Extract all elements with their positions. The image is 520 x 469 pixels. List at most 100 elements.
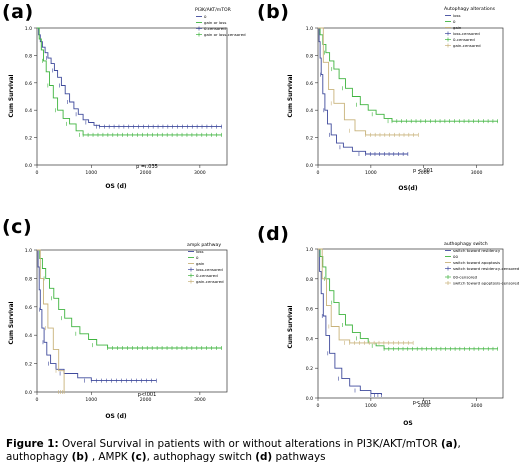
km-curve-gain [37, 249, 65, 392]
legend-label: gain or loss [204, 20, 226, 25]
legend-label: 0-censored [204, 26, 226, 31]
y-tick-label: 0.2 [25, 362, 32, 368]
y-tick-label: 1.0 [306, 26, 313, 32]
legend-label: gain or loss-censored [204, 32, 246, 37]
legend-title: PI3K/AKT/mTOR [195, 7, 232, 13]
y-tick-label: 0.0 [306, 163, 313, 169]
y-tick-label: 0.4 [306, 108, 313, 114]
km-chart-a: 0.0 0.2 0.4 0.6 0.8 1.0 0 1000 2000 3000 Cum Survi… [9, 7, 246, 190]
caption-text-4: , authophagy switch [146, 451, 256, 463]
legend-label: switch toward residency-censored [453, 266, 520, 271]
legend-label: loss-censored [453, 31, 480, 36]
km-curve-loss [318, 27, 408, 155]
plot-frame [36, 27, 228, 166]
x-tick-label: 1000 [85, 397, 97, 403]
km-chart-b: 0.0 0.2 0.4 0.6 0.8 1.0 0 1000 2000 3000 Cum Survi… [288, 6, 504, 192]
legend: ampk pathwayloss0gainloss-censored0-cens… [187, 242, 224, 284]
legend-label: gain-censored [196, 279, 224, 284]
x-tick-label: 2000 [418, 403, 430, 409]
y-tick-label: 0.2 [306, 136, 313, 142]
legend-label: switch toward apoptosis-censored [453, 281, 520, 286]
x-axis-label: OS [403, 420, 412, 427]
x-tick-label: 0 [317, 170, 320, 176]
x-axis-label: OS (d) [105, 413, 127, 420]
legend-label: 0 [196, 255, 199, 260]
caption-ref-b: (b) [71, 451, 89, 463]
x-tick-label: 0 [36, 397, 39, 403]
y-tick-label: 0.4 [306, 336, 313, 342]
y-tick-label: 0.4 [25, 333, 32, 339]
legend-label: 0 [453, 19, 456, 24]
x-axis-label: OS(d) [398, 185, 417, 192]
y-axis-label: Cum Survival [9, 74, 15, 117]
plot-frame [317, 248, 504, 399]
y-tick-label: 0.0 [25, 390, 32, 396]
legend-label: 0 [204, 14, 207, 19]
km-curve-switch-toward-apoptosis [318, 248, 414, 344]
legend-label: switch toward apoptosis [453, 260, 500, 265]
km-curve-gain [318, 27, 419, 136]
km-curve-0 [37, 27, 222, 128]
legend: Autophagy alterationsloss0gainloss-censo… [444, 6, 496, 48]
caption-text-3: , AMPK [88, 451, 131, 463]
x-tick-label: 3000 [194, 170, 206, 176]
p-value-annotation: p = .035 [136, 164, 158, 170]
legend-label: 0-censored [453, 37, 475, 42]
legend-title: authophagy switch [444, 241, 488, 247]
caption-text-1: Overal Survival in patients with or with… [58, 438, 441, 450]
legend-label: 00-censored [453, 275, 478, 280]
x-tick-label: 0 [36, 170, 39, 176]
y-tick-label: 0.6 [306, 307, 313, 313]
y-tick-label: 0.2 [25, 136, 32, 142]
legend-label: gain-censored [453, 43, 481, 48]
x-tick-label: 2000 [140, 170, 152, 176]
p-value-annotation: p <.001 [413, 168, 433, 174]
km-curve-loss [37, 249, 157, 382]
legend-label: gain [196, 261, 205, 266]
y-tick-label: 1.0 [25, 26, 32, 32]
y-tick-label: 1.0 [306, 247, 313, 253]
km-curve-gain-or-loss [37, 27, 222, 136]
legend-label: loss [453, 13, 461, 18]
legend-label: loss-censored [196, 267, 223, 272]
x-tick-label: 2000 [418, 170, 430, 176]
y-tick-label: 0.0 [306, 396, 313, 402]
x-tick-label: 2000 [140, 397, 152, 403]
y-tick-label: 0.6 [25, 81, 32, 87]
panel-label-d: (d) [257, 223, 290, 245]
x-tick-label: 1000 [85, 170, 97, 176]
plot-frame [317, 27, 504, 166]
x-axis-label: OS (d) [105, 183, 127, 190]
km-chart-d: 0.0 0.2 0.4 0.6 0.8 1.0 0 1000 2000 3000 Cum Survi… [288, 241, 520, 427]
panel-label-a: (a) [2, 1, 34, 23]
y-axis-label: Cum Survival [288, 305, 294, 348]
y-tick-label: 0.8 [25, 53, 32, 59]
km-curve-0 [318, 27, 498, 122]
legend-title: ampk pathway [187, 242, 221, 248]
km-curve-0 [37, 249, 222, 349]
x-tick-label: 3000 [194, 397, 206, 403]
x-tick-label: 1000 [365, 403, 377, 409]
x-tick-label: 0 [317, 403, 320, 409]
y-tick-label: 0.8 [306, 277, 313, 283]
legend-label: switch toward residency [453, 248, 501, 253]
p-value-annotation: p<.001 [413, 400, 432, 406]
km-chart-c: 0.0 0.2 0.4 0.6 0.8 1.0 0 1000 2000 3000 Cum Survi… [9, 242, 228, 420]
panel-label-c: (c) [2, 216, 33, 238]
plot-frame [36, 249, 228, 393]
x-tick-label: 3000 [471, 403, 483, 409]
caption-ref-d: (d) [255, 451, 273, 463]
y-tick-label: 0.2 [306, 366, 313, 372]
km-curve-switch-toward-residency [318, 248, 382, 395]
legend-label: 00 [453, 254, 458, 259]
y-tick-label: 1.0 [25, 248, 32, 254]
legend-label: loss [196, 249, 204, 254]
figure-caption: Figure 1: Overal Survival in patients wi… [6, 438, 516, 464]
y-tick-label: 0.6 [306, 81, 313, 87]
y-tick-label: 0.0 [25, 163, 32, 169]
caption-text-5: pathways [272, 451, 326, 463]
y-tick-label: 0.8 [25, 276, 32, 282]
x-tick-label: 1000 [365, 170, 377, 176]
